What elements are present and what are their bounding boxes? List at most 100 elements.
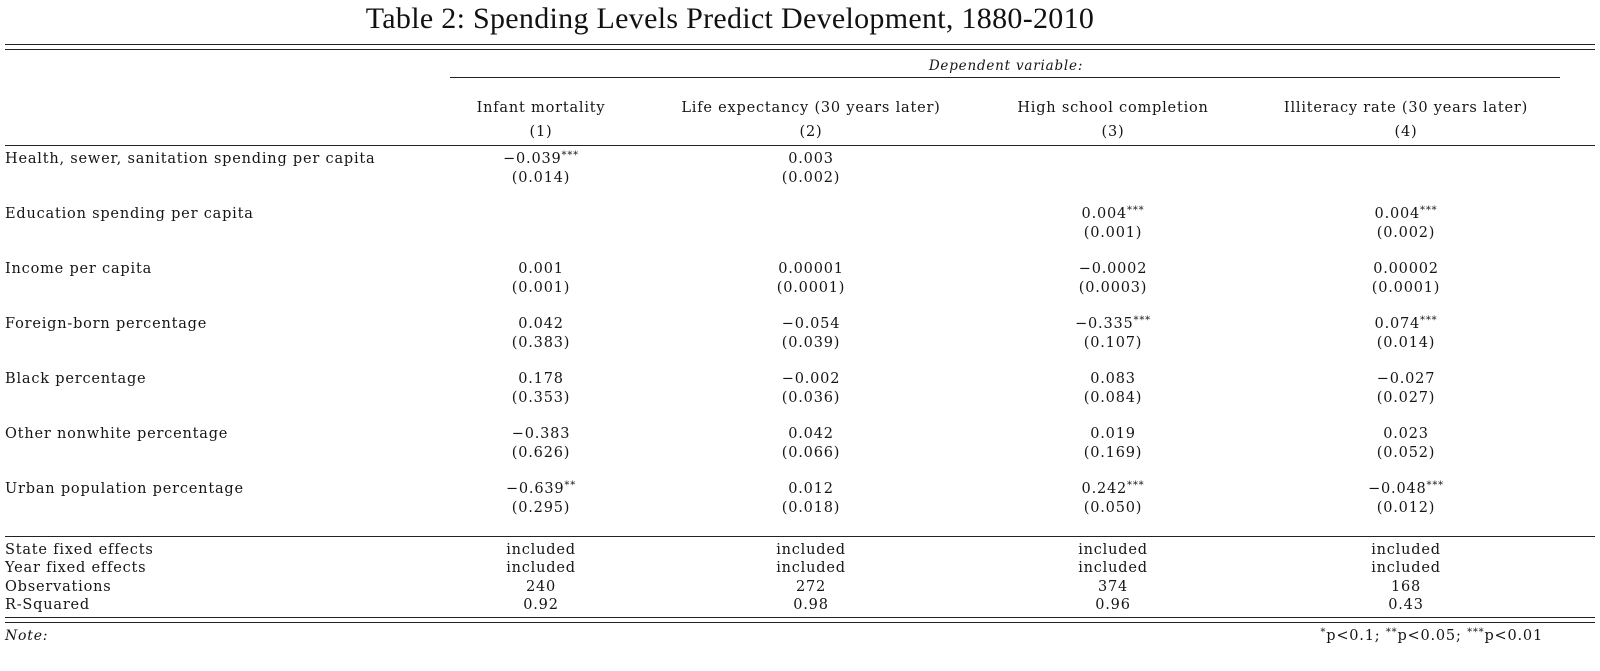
standard-error: (0.169)	[1083, 445, 1143, 461]
coefficient: −0.383	[512, 426, 570, 442]
stat-value: included	[1078, 560, 1148, 577]
note-label: Note:	[5, 628, 49, 644]
table-title: Table 2: Spending Levels Predict Develop…	[365, 2, 1095, 35]
coefficient-value: 0.004	[1081, 206, 1128, 222]
standard-error: (0.626)	[511, 445, 571, 461]
coefficient-value: −0.048	[1368, 481, 1427, 497]
standard-error: (0.050)	[1083, 500, 1143, 516]
standard-error: (0.014)	[511, 170, 571, 186]
bottom-rule	[5, 617, 1595, 618]
coefficient-value: 0.074	[1374, 316, 1421, 332]
standard-error: (0.002)	[1376, 225, 1436, 241]
row-label: Black percentage	[5, 371, 147, 387]
coefficient-value: −0.054	[781, 316, 841, 332]
coefficient-value: 0.00002	[1373, 261, 1439, 277]
stat-value: included	[506, 560, 576, 577]
significance-legend: *p<0.1; **p<0.05; ***p<0.01	[1320, 627, 1543, 645]
coefficient: −0.335***	[1075, 315, 1151, 333]
significance-stars: ***	[1133, 315, 1151, 326]
coefficient-value: 0.042	[518, 316, 564, 332]
standard-error: (0.0003)	[1078, 280, 1148, 296]
coefficient-value: 0.083	[1090, 371, 1136, 387]
column-header: Infant mortality	[476, 100, 606, 116]
standard-error: (0.066)	[781, 445, 841, 461]
stat-label: Year fixed effects	[5, 560, 147, 577]
standard-error: (0.084)	[1083, 390, 1143, 406]
stat-label: R-Squared	[5, 596, 91, 613]
stat-value: 168	[1390, 578, 1422, 595]
stat-value: 272	[795, 578, 827, 595]
stat-value: included	[1371, 542, 1441, 558]
row-label: Foreign-born percentage	[5, 316, 208, 332]
coefficient-value: 0.003	[788, 151, 834, 167]
row-label: Income per capita	[5, 261, 153, 277]
significance-stars: ***	[1420, 205, 1438, 216]
significance-stars: ***	[1426, 480, 1444, 491]
stat-value: 374	[1097, 578, 1129, 595]
dependent-variable-rule	[450, 77, 1560, 78]
coefficient-value: −0.639	[505, 481, 565, 497]
standard-error: (0.036)	[781, 390, 841, 406]
standard-error: (0.027)	[1376, 390, 1436, 406]
coefficient: −0.039***	[503, 151, 579, 168]
coefficient-value: −0.002	[781, 371, 841, 387]
coefficient-value: 0.004	[1374, 206, 1421, 222]
coefficient-value: 0.023	[1383, 426, 1429, 442]
stat-value: included	[776, 542, 846, 558]
legend-threshold: p<0.1;	[1326, 628, 1386, 644]
coefficient-value: −0.383	[511, 426, 571, 442]
coefficient-value: −0.039	[503, 151, 562, 167]
standard-error: (0.0001)	[1371, 280, 1441, 296]
column-number: (3)	[1101, 124, 1125, 140]
significance-stars: ***	[1127, 480, 1145, 491]
standard-error: (0.001)	[1083, 225, 1143, 241]
coefficient: −0.048***	[1368, 480, 1444, 498]
coefficient-value: 0.012	[788, 481, 834, 497]
coefficient: −0.639**	[505, 481, 576, 498]
significance-stars: ***	[1127, 205, 1145, 216]
coefficient: 0.023	[1383, 426, 1429, 442]
column-number: (4)	[1394, 124, 1418, 140]
coefficient: 0.042	[518, 316, 564, 332]
coefficient: 0.074***	[1374, 316, 1438, 333]
coefficient-value: 0.00001	[778, 261, 844, 277]
coefficient: 0.012	[788, 481, 834, 497]
stat-label: State fixed effects	[5, 542, 154, 558]
standard-error: (0.012)	[1376, 500, 1436, 516]
stat-value: 0.92	[523, 596, 559, 613]
column-header: Life expectancy (30 years later)	[681, 100, 941, 116]
coefficient: 0.242***	[1082, 480, 1145, 498]
coefficient-value: −0.0002	[1078, 261, 1148, 277]
standard-error: (0.001)	[511, 280, 571, 296]
coefficient-value: 0.019	[1090, 426, 1136, 442]
row-label: Health, sewer, sanitation spending per c…	[5, 151, 376, 167]
coefficient: 0.004***	[1081, 205, 1145, 223]
row-label: Education spending per capita	[5, 206, 254, 222]
coefficient: 0.003	[788, 151, 834, 167]
stat-label: Observations	[5, 578, 112, 595]
column-header: High school completion	[1017, 100, 1209, 116]
column-number: (1)	[529, 124, 553, 140]
coefficient-value: 0.178	[518, 371, 564, 387]
standard-error: (0.014)	[1376, 335, 1436, 351]
coefficient: −0.002	[782, 371, 840, 387]
coefficient: 0.083	[1090, 371, 1136, 387]
stat-value: included	[1371, 560, 1441, 577]
header-rule	[5, 145, 1595, 146]
legend-stars: *	[1320, 627, 1327, 638]
coefficient: −0.0002	[1079, 261, 1148, 277]
column-header: Illiteracy rate (30 years later)	[1283, 100, 1529, 116]
coefficient: 0.019	[1090, 426, 1136, 442]
coefficient-value: 0.042	[788, 426, 834, 442]
row-label: Other nonwhite percentage	[5, 426, 229, 442]
coefficient-value: −0.335	[1075, 316, 1134, 332]
standard-error: (0.107)	[1083, 335, 1143, 351]
coefficient: 0.178	[518, 371, 564, 387]
coefficient: 0.004***	[1374, 205, 1438, 223]
standard-error: (0.0001)	[776, 280, 846, 296]
stat-value: 240	[525, 578, 557, 595]
top-rule-2	[5, 49, 1595, 50]
bottom-rule-2	[5, 622, 1595, 623]
column-number: (2)	[799, 124, 823, 140]
standard-error: (0.295)	[511, 500, 571, 516]
